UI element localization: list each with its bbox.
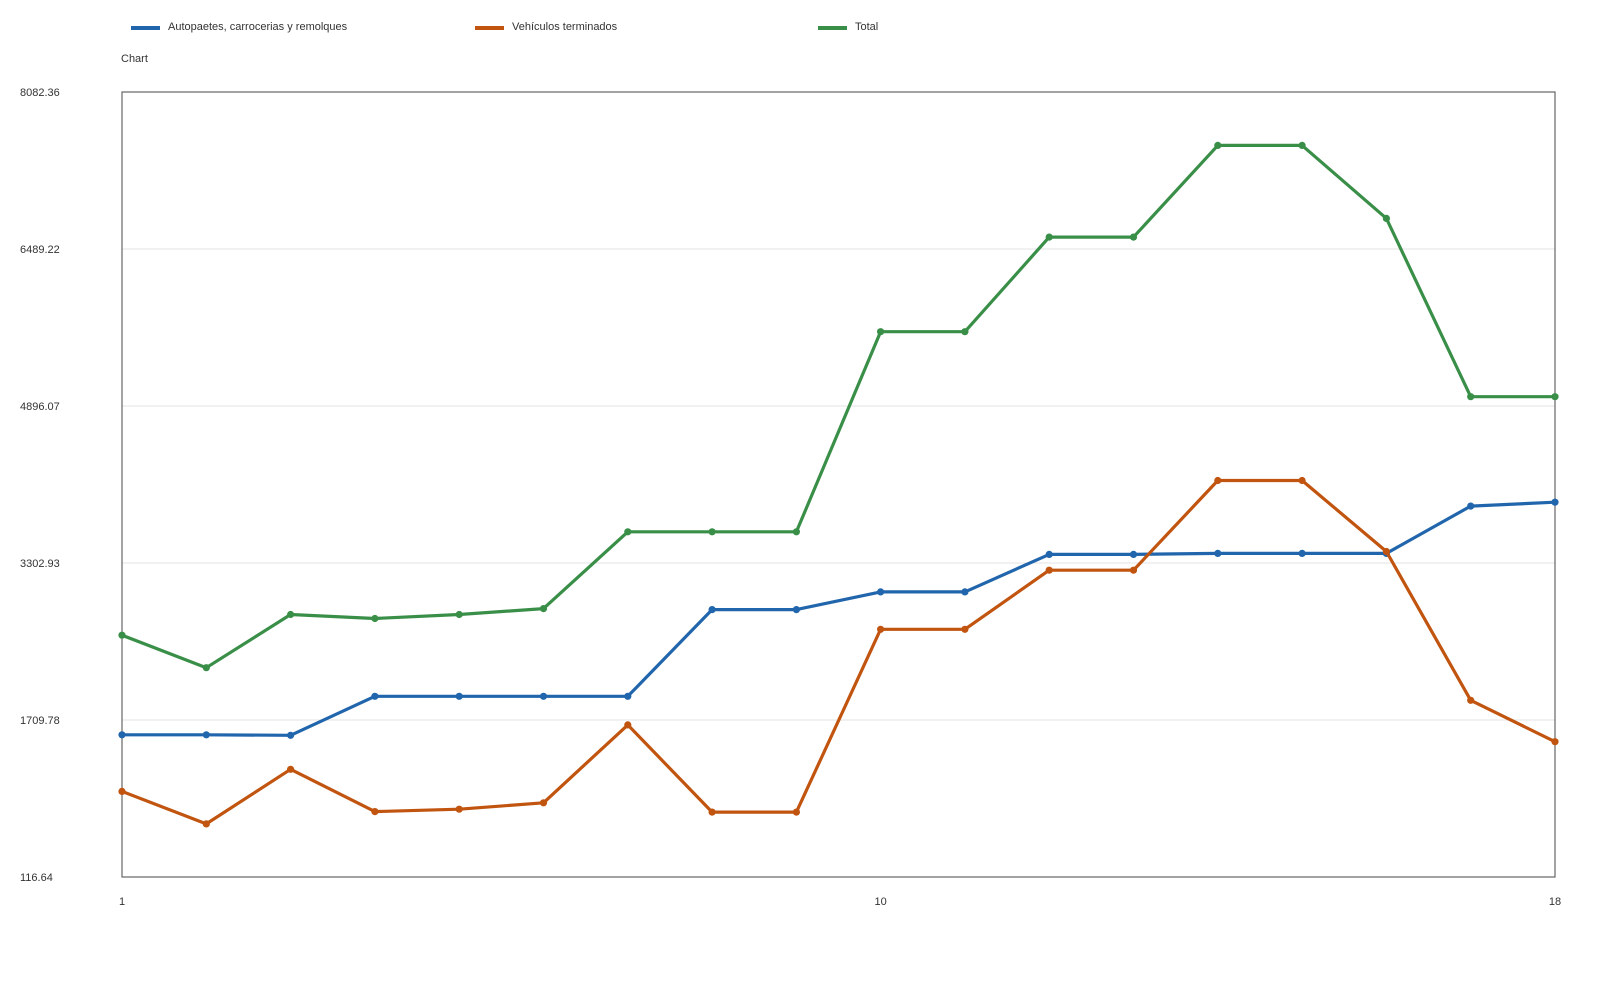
series-2-point: [708, 808, 716, 816]
series-2-point: [1467, 696, 1475, 704]
series-1-point: [708, 606, 716, 614]
series-1-point: [1129, 550, 1138, 559]
series-2-point: [624, 721, 632, 729]
series-3-point: [1382, 214, 1390, 222]
series-2-point: [1298, 476, 1306, 485]
x-axis-ticks: 1 10 18: [119, 896, 1561, 908]
series-1-point: [202, 731, 210, 739]
series-2-point: [1214, 476, 1222, 485]
series-group: [118, 141, 1559, 828]
legend-label: Vehículos terminados: [512, 21, 618, 33]
series-1-point: [624, 692, 632, 700]
series-3-point: [1214, 141, 1222, 149]
y-tick-label: 4896.07: [20, 401, 60, 413]
series-1-point: [287, 731, 295, 739]
x-tick-label: 1: [119, 896, 125, 908]
series-3-point: [792, 528, 801, 536]
series-3-point: [961, 328, 969, 336]
series-2-point: [371, 808, 379, 816]
series-2: [118, 476, 1559, 828]
series-2-point: [1045, 566, 1053, 574]
series-1-point: [877, 588, 885, 596]
series-1-point: [371, 692, 379, 700]
series-1-point: [961, 588, 969, 596]
series-1-point: [455, 692, 463, 700]
series-2-point: [455, 805, 463, 813]
series-3-point: [1045, 233, 1053, 241]
legend-label: Total: [855, 21, 878, 33]
series-2-point: [539, 799, 548, 807]
series-2-point: [877, 625, 885, 633]
series-3-line: [120, 143, 1557, 670]
series-3-point: [118, 631, 126, 639]
series-2-point: [1129, 566, 1138, 574]
series-3: [118, 141, 1559, 672]
series-2-point: [961, 625, 969, 633]
legend-item: Autopaetes, carrocerias y remolques: [131, 21, 348, 33]
series-1: [118, 498, 1559, 739]
series-1-point: [1298, 549, 1306, 558]
series-3-point: [1467, 393, 1475, 401]
series-3-point: [539, 605, 548, 613]
plot-frame: [121, 91, 1556, 878]
legend-item: Total: [818, 21, 878, 33]
y-axis-ticks: 116.64 1709.78 3302.93 4896.07 6489.22 8082.3…: [20, 87, 60, 884]
grid: [122, 248, 1555, 721]
series-2-point: [118, 787, 126, 796]
series-2-point: [1382, 547, 1390, 556]
series-2-point: [287, 765, 295, 773]
y-tick-label: 3302.93: [20, 558, 60, 570]
series-1-line: [120, 500, 1557, 737]
series-2-point: [792, 808, 801, 816]
series-3-point: [1298, 141, 1306, 149]
series-3-point: [287, 610, 295, 619]
series-3-point: [202, 664, 210, 672]
y-tick-label: 116.64: [20, 872, 53, 884]
series-1-point: [792, 606, 801, 614]
y-tick-label: 1709.78: [20, 715, 60, 727]
series-1-point: [1551, 498, 1559, 506]
series-3-point: [1551, 393, 1559, 401]
series-3-point: [371, 614, 379, 623]
x-tick-label: 10: [875, 896, 887, 908]
series-3-point: [624, 528, 632, 536]
series-2-point: [202, 820, 210, 828]
series-1-point: [1214, 549, 1222, 558]
series-3-point: [1129, 233, 1138, 241]
y-tick-label: 6489.22: [20, 244, 60, 256]
series-1-point: [539, 692, 548, 700]
chart-title: Chart: [121, 53, 148, 65]
y-tick-label: 8082.36: [20, 87, 60, 99]
series-1-point: [1467, 502, 1475, 510]
series-2-line: [120, 478, 1557, 826]
series-2-point: [1551, 738, 1559, 746]
series-3-point: [877, 328, 885, 336]
series-1-point: [1045, 550, 1053, 559]
series-1-point: [118, 731, 126, 739]
legend-item: Vehículos terminados: [475, 21, 618, 33]
x-tick-label: 18: [1549, 896, 1561, 908]
legend-label: Autopaetes, carrocerias y remolques: [168, 21, 348, 33]
series-3-point: [708, 528, 716, 536]
series-3-point: [455, 610, 463, 619]
legend: Autopaetes, carrocerias y remolques Vehíc…: [131, 21, 878, 33]
